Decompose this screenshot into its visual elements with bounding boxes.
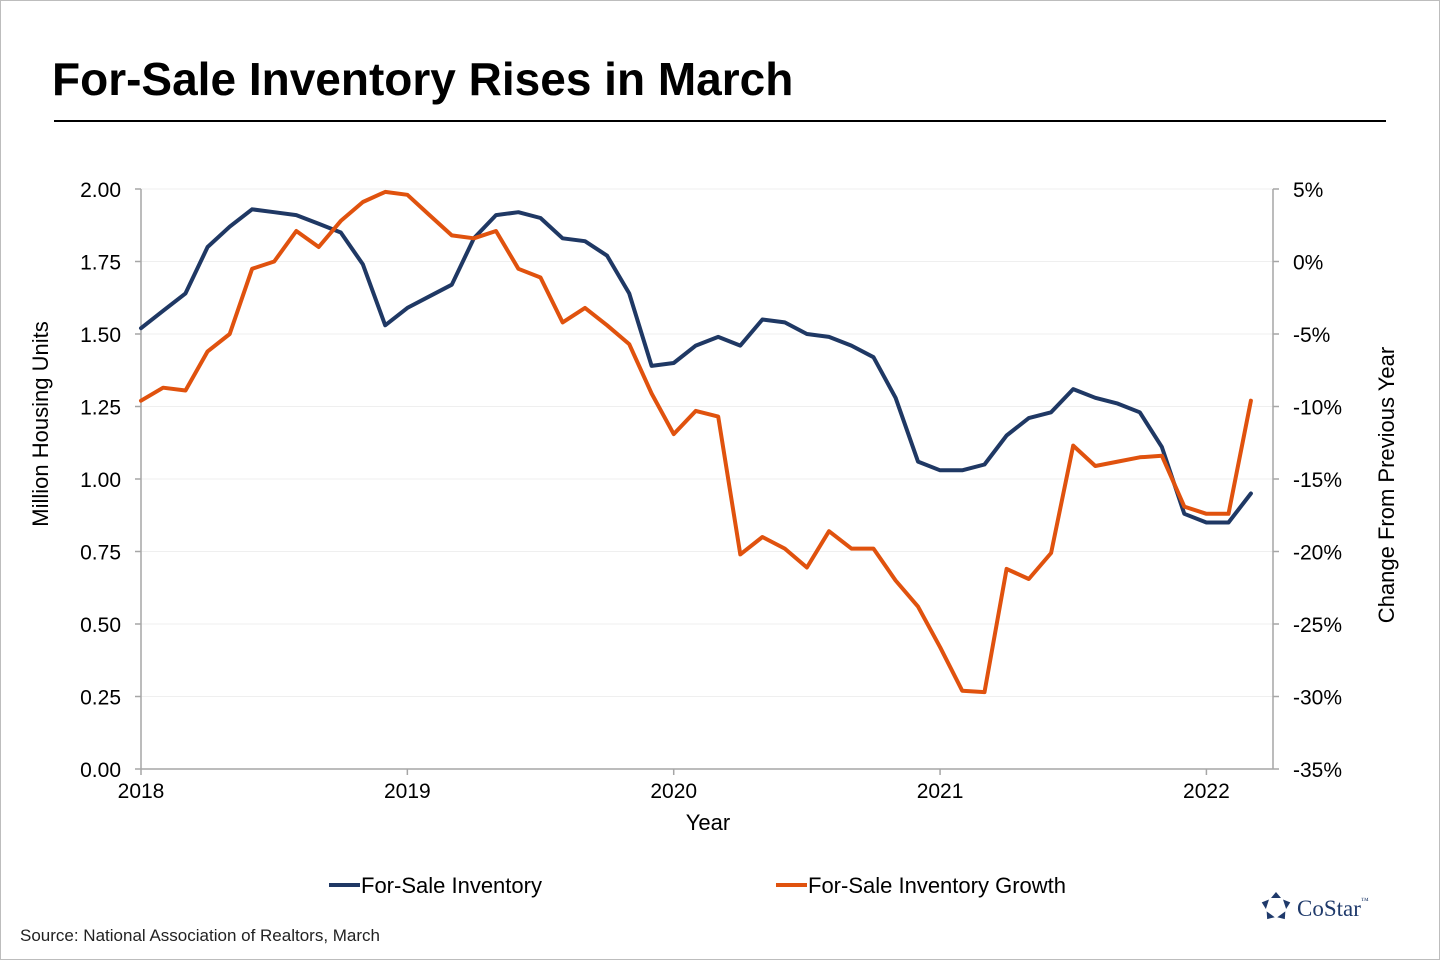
- y-axis-right-title: Change From Previous Year: [1374, 347, 1399, 623]
- y-left-tick-label: 0.00: [80, 759, 121, 782]
- legend: For-Sale Inventory For-Sale Inventory Gr…: [329, 873, 1066, 898]
- x-axis-title: Year: [686, 810, 730, 835]
- y-right-tick-label: -25%: [1293, 614, 1342, 637]
- y-left-tick-label: 0.50: [80, 614, 121, 637]
- y-left-tick-label: 1.50: [80, 324, 121, 347]
- x-tick-label: 2021: [917, 780, 964, 803]
- costar-star-icon: [1261, 892, 1291, 920]
- x-tick-label: 2019: [384, 780, 431, 803]
- costar-logo: CoStar™: [1259, 890, 1379, 926]
- y-left-tick-label: 1.00: [80, 469, 121, 492]
- chart-title: For-Sale Inventory Rises in March: [52, 53, 794, 105]
- x-tick-label: 2020: [650, 780, 697, 803]
- costar-trademark: ™: [1360, 896, 1369, 905]
- y-axis-left-title: Million Housing Units: [28, 321, 53, 526]
- tick-labels: 0.00 0.25 0.50 0.75 1.00 1.25 1.50 1.75 2.00 -35%…: [80, 179, 1342, 803]
- series-line-inventory-growth: [139, 189, 1253, 695]
- title-divider: [54, 120, 1386, 122]
- y-left-tick-label: 2.00: [80, 179, 121, 202]
- y-right-tick-label: -15%: [1293, 469, 1342, 492]
- series-line-inventory: [139, 207, 1253, 525]
- y-right-tick-label: 5%: [1293, 179, 1323, 202]
- y-left-tick-label: 0.25: [80, 687, 121, 710]
- gridlines: [141, 188, 1273, 697]
- y-left-tick-label: 1.75: [80, 252, 121, 275]
- y-right-tick-label: -35%: [1293, 759, 1342, 782]
- y-right-tick-label: -5%: [1293, 324, 1330, 347]
- legend-label-inventory: For-Sale Inventory: [361, 873, 542, 898]
- costar-wordmark: CoStar™: [1297, 896, 1369, 922]
- x-tick-label: 2018: [118, 780, 165, 803]
- y-left-tick-label: 1.25: [80, 397, 121, 420]
- y-right-tick-label: -10%: [1293, 397, 1342, 420]
- y-right-tick-label: -20%: [1293, 542, 1342, 565]
- legend-label-growth: For-Sale Inventory Growth: [808, 873, 1066, 898]
- y-right-tick-label: 0%: [1293, 252, 1323, 275]
- series-lines: [139, 189, 1253, 695]
- source-note: Source: National Association of Realtors…: [20, 926, 381, 945]
- costar-wordmark-text: CoStar: [1297, 896, 1361, 921]
- x-tick-label: 2022: [1183, 780, 1230, 803]
- y-right-tick-label: -30%: [1293, 687, 1342, 710]
- y-left-tick-label: 0.75: [80, 542, 121, 565]
